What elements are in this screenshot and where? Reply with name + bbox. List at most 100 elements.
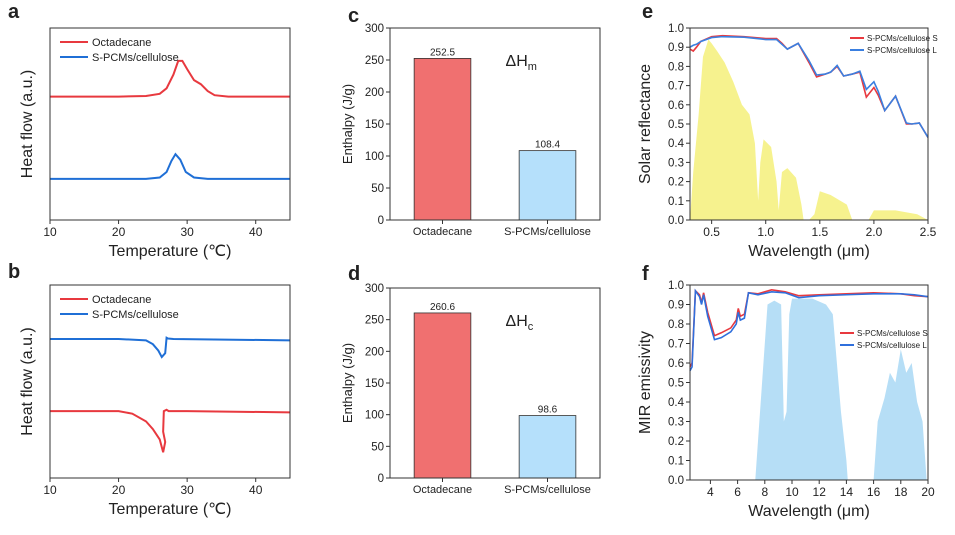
legend: Octadecane S-PCMs/cellulose [60, 294, 179, 321]
y-tick-label: 0.5 [668, 119, 684, 131]
x-tick-label: 6 [734, 485, 741, 499]
y-tick-label: 0.0 [668, 475, 684, 487]
series-line-0 [50, 408, 291, 453]
y-tick-label: 1.0 [668, 280, 684, 292]
legend-label: Octadecane [92, 37, 151, 49]
x-tick-label: 40 [249, 225, 263, 239]
y-tick-label: 100 [365, 410, 384, 422]
x-tick-label: 8 [761, 485, 768, 499]
plot-frame [49, 27, 291, 221]
x-tick-label: 30 [180, 225, 194, 239]
y-tick-label: 0.6 [668, 358, 684, 370]
y-axis-label: Solar reflectance [637, 64, 654, 184]
x-tick-label: 0.5 [703, 225, 720, 239]
x-axis-label: Wavelength (μm) [748, 503, 870, 520]
y-axis-label: MIR emissivity [637, 331, 654, 434]
y-tick-label: 0.1 [668, 456, 684, 468]
x-tick-label: 10 [43, 483, 57, 497]
x-tick-label: 20 [112, 225, 126, 239]
y-tick-label: 0.5 [668, 378, 684, 390]
panel-label: f [642, 263, 649, 285]
bar-1 [518, 415, 577, 479]
legend: Octadecane S-PCMs/cellulose [60, 37, 179, 64]
series-line-1 [689, 35, 929, 138]
plot-frame [49, 284, 291, 479]
y-axis-label: Enthalpy (J/g) [340, 84, 355, 164]
series-line-0 [50, 59, 290, 98]
category-tick-label: Octadecane [413, 226, 472, 238]
series-line-1 [50, 152, 290, 180]
legend-label: Octadecane [92, 294, 151, 306]
legend-label: S-PCMs/cellulose S [867, 34, 938, 43]
bar-value-label: 252.5 [430, 47, 455, 58]
panel-label: a [8, 1, 20, 23]
y-tick-label: 0.9 [668, 300, 684, 312]
y-tick-label: 150 [365, 119, 384, 131]
x-tick-label: 4 [707, 485, 714, 499]
x-tick-label: 14 [840, 485, 854, 499]
panel-c: c 252.5 Octadecane 108.4 S-PCMs/cellulose ΔHm… [340, 5, 601, 238]
x-tick-label: 1.0 [757, 225, 774, 239]
y-tick-label: 0.1 [668, 196, 684, 208]
panel-d: d 260.6 Octadecane 98.6 S-PCMs/cellulose ΔHc 0… [340, 263, 601, 496]
panel-label: d [348, 263, 360, 285]
legend-label: S-PCMs/cellulose L [867, 46, 937, 55]
y-tick-label: 250 [365, 55, 384, 67]
y-tick-label: 0.2 [668, 177, 684, 189]
y-tick-label: 0.9 [668, 42, 684, 54]
series-line-1 [689, 288, 929, 372]
y-tick-label: 200 [365, 346, 384, 358]
category-tick-label: S-PCMs/cellulose [504, 484, 591, 496]
annotation-subscript: c [528, 321, 534, 333]
y-tick-label: 1.0 [668, 23, 684, 35]
x-axis-label: Temperature (℃) [109, 501, 232, 518]
y-axis-label: Enthalpy (J/g) [340, 343, 355, 423]
y-tick-label: 250 [365, 315, 384, 327]
x-tick-label: 20 [112, 483, 126, 497]
category-tick-label: S-PCMs/cellulose [504, 226, 591, 238]
y-axis-label: Heat flow (a.u.) [19, 327, 36, 435]
x-tick-label: 2.5 [920, 225, 937, 239]
y-tick-label: 0.3 [668, 157, 684, 169]
x-tick-label: 10 [785, 485, 799, 499]
bar-value-label: 98.6 [538, 405, 558, 416]
x-tick-label: 18 [894, 485, 908, 499]
legend-label: S-PCMs/cellulose [92, 52, 179, 64]
x-tick-label: 1.5 [811, 225, 828, 239]
y-tick-label: 0 [378, 473, 384, 485]
bar-value-label: 108.4 [535, 140, 560, 151]
y-tick-label: 0.6 [668, 100, 684, 112]
panel-label: c [348, 5, 359, 27]
y-tick-label: 300 [365, 23, 384, 35]
x-axis-label: Wavelength (μm) [748, 243, 870, 260]
y-tick-label: 0.7 [668, 81, 684, 93]
y-tick-label: 0.2 [668, 436, 684, 448]
legend-label: S-PCMs/cellulose [92, 309, 179, 321]
bar-0 [413, 58, 472, 221]
y-tick-label: 100 [365, 151, 384, 163]
annotation: ΔHm [506, 53, 537, 73]
x-tick-label: 20 [921, 485, 935, 499]
x-tick-label: 12 [813, 485, 827, 499]
legend: S-PCMs/cellulose S S-PCMs/cellulose L [840, 329, 928, 350]
panel-label: b [8, 261, 20, 283]
y-tick-label: 0.4 [668, 397, 685, 409]
y-axis-label: Heat flow (a.u.) [19, 70, 36, 178]
panel-e: e 0.5 1.0 1.5 2.0 2.5 0.0 0.1 0.2 0.3 0.4 0.5 0.6 0.7… [637, 1, 938, 260]
x-tick-label: 40 [249, 483, 263, 497]
y-tick-label: 0.0 [668, 215, 684, 227]
panel-a: a 10 20 30 40 Temperature (℃) Heat flow (a.u.)… [8, 1, 291, 260]
legend-label: S-PCMs/cellulose L [857, 341, 927, 350]
bar-0 [413, 312, 472, 479]
series-line-1 [50, 336, 291, 359]
x-tick-label: 2.0 [866, 225, 883, 239]
panel-b: b 10 20 30 40 Temperature (℃) Heat flow (a.u.)… [8, 261, 291, 518]
y-tick-label: 150 [365, 378, 384, 390]
y-tick-label: 50 [371, 441, 384, 453]
y-tick-label: 0.8 [668, 61, 684, 73]
y-tick-label: 0.3 [668, 417, 684, 429]
y-tick-label: 200 [365, 87, 384, 99]
annotation: ΔHc [506, 313, 534, 333]
